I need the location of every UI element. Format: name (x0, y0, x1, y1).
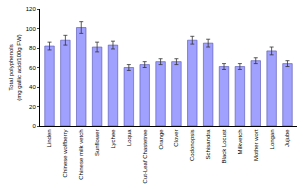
svg-text:Milkvetch: Milkvetch (237, 129, 243, 154)
svg-text:Sunflower: Sunflower (94, 129, 100, 156)
svg-text:Total polyphenols(mg gallic ac: Total polyphenols(mg gallic acid/100g FW… (8, 34, 22, 100)
svg-text:Schisandra: Schisandra (205, 129, 211, 160)
svg-text:20: 20 (29, 104, 36, 110)
svg-text:Black Locust: Black Locust (221, 129, 227, 163)
svg-text:Clover: Clover (173, 129, 179, 146)
svg-text:Jujube: Jujube (284, 129, 290, 147)
svg-text:Mother wort: Mother wort (253, 129, 259, 161)
svg-text:Cut-Leaf Chastetree: Cut-Leaf Chastetree (142, 129, 148, 184)
svg-text:Orange: Orange (158, 129, 164, 150)
svg-text:40: 40 (29, 84, 36, 90)
svg-text:80: 80 (29, 45, 36, 51)
svg-text:60: 60 (29, 65, 36, 71)
svg-text:0: 0 (32, 123, 36, 129)
svg-text:Chinese milk vetch: Chinese milk vetch (78, 129, 84, 179)
svg-text:Longan: Longan (269, 129, 275, 149)
svg-text:Chinese wolfberry: Chinese wolfberry (62, 129, 68, 177)
svg-text:Lychee: Lychee (110, 129, 116, 149)
svg-text:Loqua: Loqua (126, 129, 132, 146)
svg-text:120: 120 (26, 6, 37, 12)
svg-text:Linden: Linden (46, 129, 52, 147)
svg-text:Codonopsis: Codonopsis (189, 129, 195, 161)
svg-text:100: 100 (26, 26, 37, 32)
